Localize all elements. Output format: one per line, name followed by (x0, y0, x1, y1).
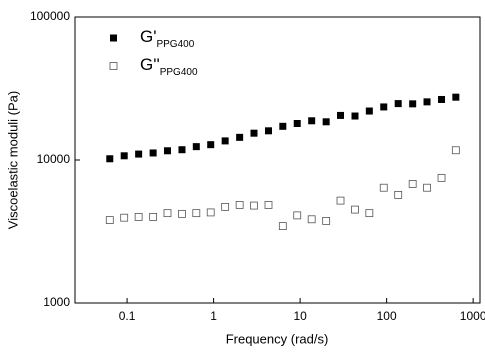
marker (278, 222, 287, 230)
marker (264, 127, 272, 135)
x-tick-label: 100 (377, 309, 397, 323)
x-tick-label: 1 (210, 309, 217, 323)
marker (250, 201, 258, 210)
marker (134, 213, 143, 221)
marker (106, 155, 114, 163)
marker (437, 173, 446, 182)
marker (236, 133, 244, 141)
legend-subscript: PPG400 (156, 39, 194, 50)
plot-frame (74, 16, 481, 304)
marker (264, 201, 273, 209)
marker (365, 209, 374, 218)
x-tick-label: 10 (293, 309, 307, 323)
marker (308, 117, 316, 125)
x-axis-title: Frequency (rad/s) (226, 331, 329, 346)
marker (105, 216, 114, 224)
marker (408, 180, 417, 188)
marker (206, 208, 215, 217)
marker (163, 209, 172, 218)
marker (235, 201, 244, 209)
legend-marker (109, 62, 118, 70)
legend-label: G''PPG400 (140, 55, 198, 77)
marker (423, 183, 431, 192)
marker (120, 213, 129, 222)
marker (394, 191, 403, 199)
marker (394, 100, 402, 108)
marker (192, 143, 200, 151)
marker (336, 196, 345, 205)
marker (423, 98, 431, 106)
marker (221, 202, 230, 211)
x-tick-label: 0.1 (119, 309, 136, 323)
marker (178, 146, 186, 154)
marker (322, 118, 330, 126)
marker (192, 209, 201, 218)
marker (451, 146, 460, 155)
marker (380, 103, 388, 111)
legend-label: G'PPG400 (140, 27, 195, 49)
marker (365, 107, 373, 115)
marker (438, 95, 446, 103)
marker (149, 149, 157, 157)
marker (337, 111, 345, 119)
marker (409, 100, 417, 108)
y-axis-title: Viscoelastic moduli (Pa) (5, 91, 20, 229)
marker (135, 150, 143, 158)
marker (120, 152, 128, 160)
x-tick-label: 1000 (460, 309, 485, 323)
legend-name: G' (140, 27, 156, 46)
legend-name: G'' (140, 55, 160, 74)
marker (293, 211, 302, 220)
marker (351, 112, 359, 120)
marker (221, 137, 229, 145)
marker (307, 215, 316, 224)
marker (351, 205, 359, 214)
marker (163, 147, 171, 155)
y-tick-label: 100000 (30, 9, 70, 23)
marker (250, 129, 258, 137)
marker (379, 183, 388, 192)
marker (279, 122, 287, 130)
legend-marker (110, 34, 117, 42)
marker (149, 213, 158, 221)
marker (452, 93, 460, 101)
y-tick-label: 1000 (43, 295, 70, 309)
y-tick-label: 10000 (37, 152, 71, 166)
marker (207, 141, 215, 149)
legend-subscript: PPG400 (160, 67, 198, 78)
marker (293, 119, 301, 127)
marker (322, 217, 331, 225)
marker (178, 209, 186, 218)
